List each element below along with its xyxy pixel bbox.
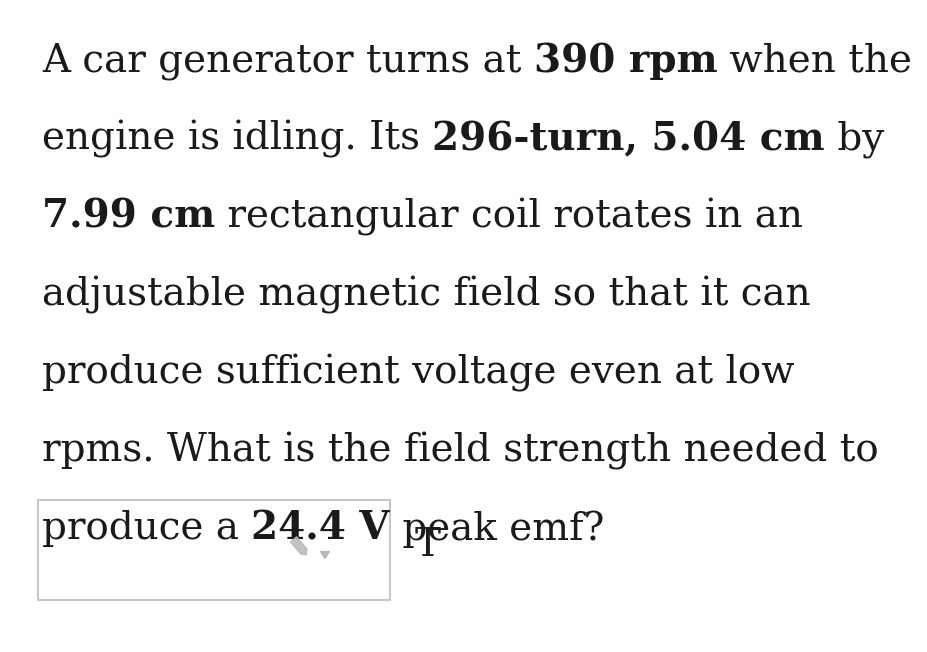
- Text: engine is idling. Its: engine is idling. Its: [42, 120, 432, 158]
- Text: 7.99 cm: 7.99 cm: [42, 198, 215, 236]
- Text: rpms. What is the field strength needed to: rpms. What is the field strength needed …: [42, 432, 878, 470]
- Text: when the: when the: [717, 42, 911, 79]
- Text: peak emf?: peak emf?: [389, 510, 603, 548]
- Text: adjustable magnetic field so that it can: adjustable magnetic field so that it can: [42, 276, 810, 314]
- Text: T: T: [414, 527, 440, 563]
- Text: produce sufficient voltage even at low: produce sufficient voltage even at low: [42, 354, 794, 392]
- Text: 390 rpm: 390 rpm: [533, 42, 717, 80]
- Text: 296-turn, 5.04 cm: 296-turn, 5.04 cm: [432, 120, 824, 158]
- Bar: [38, 500, 389, 600]
- Text: by: by: [824, 120, 883, 158]
- Polygon shape: [290, 537, 307, 555]
- Text: A car generator turns at: A car generator turns at: [42, 42, 533, 80]
- Text: rectangular coil rotates in an: rectangular coil rotates in an: [215, 198, 803, 236]
- Text: 24.4 V: 24.4 V: [251, 510, 389, 548]
- Text: produce a: produce a: [42, 510, 251, 547]
- Polygon shape: [320, 552, 329, 559]
